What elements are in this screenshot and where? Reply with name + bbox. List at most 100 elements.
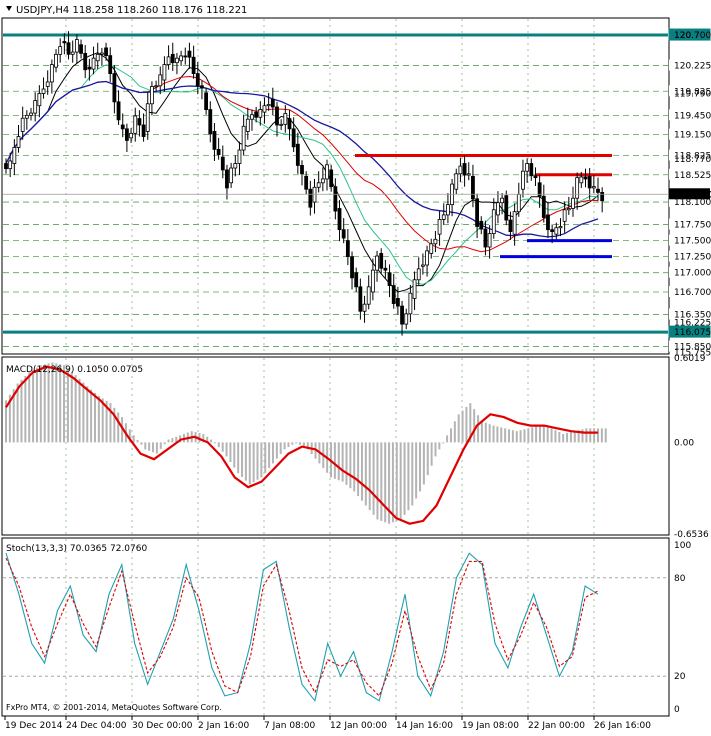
candle-body — [262, 105, 267, 113]
candle-body — [466, 173, 471, 176]
time-axis-label: 22 Jan 00:00 — [528, 721, 585, 731]
macd-histogram-bar — [496, 426, 499, 443]
candle-body — [325, 164, 329, 180]
candle-body — [237, 149, 242, 164]
stoch-main-line — [5, 552, 599, 703]
macd-histogram-bar — [360, 442, 363, 501]
macd-histogram-bar — [260, 442, 263, 478]
candle-body — [441, 214, 446, 220]
candle-body — [41, 88, 46, 94]
macd-histogram-bar — [376, 442, 379, 520]
macd-histogram-bar — [558, 432, 561, 443]
macd-histogram-bar — [70, 371, 73, 443]
candle-body — [195, 73, 200, 87]
price-scale-label: 119.825 — [674, 87, 711, 97]
macd-histogram-bar — [434, 442, 437, 457]
candle-body — [141, 124, 146, 137]
macd-histogram-bar — [523, 429, 526, 443]
macd-histogram-bar — [299, 442, 302, 445]
candle-body — [408, 292, 413, 315]
candle-body — [437, 218, 442, 235]
candle-body — [433, 238, 438, 245]
macd-label: MACD(12,26,9) 0.1050 0.0705 — [6, 365, 143, 375]
macd-histogram-bar — [144, 442, 147, 450]
price-edge-label: 120.7 — [674, 31, 700, 41]
candle-body — [491, 209, 496, 234]
stoch-scale-label: 0 — [674, 705, 680, 715]
price-scale-label: 117.250 — [674, 253, 711, 263]
candle-body — [504, 195, 509, 221]
macd-histogram-bar — [43, 364, 46, 443]
price-label-box — [669, 196, 710, 208]
macd-histogram-bar — [167, 439, 170, 443]
macd-histogram-bar — [35, 367, 38, 443]
price-label-box — [669, 218, 710, 230]
macd-signal-line — [5, 365, 598, 525]
candle-body — [125, 128, 129, 141]
candle-body — [120, 124, 125, 130]
macd-histogram-bar — [121, 417, 124, 443]
candle-body — [416, 268, 421, 281]
candle-body — [208, 109, 213, 135]
price-scale-label: 119.450 — [674, 111, 711, 121]
candle-body — [329, 169, 334, 188]
macd-histogram-bar — [566, 433, 569, 443]
macd-histogram-bar — [604, 428, 607, 443]
macd-histogram-bar — [136, 440, 139, 443]
candle-body — [200, 85, 204, 89]
macd-histogram-bar — [175, 436, 178, 443]
price-scale-label: 117.750 — [674, 221, 711, 231]
price-scale-label: 118.100 — [674, 198, 711, 208]
macd-histogram-bar — [210, 439, 213, 443]
candle-body — [366, 286, 371, 305]
macd-histogram-bar — [117, 412, 120, 443]
candle-body — [187, 50, 192, 58]
candle-body — [562, 209, 567, 222]
candle-body — [600, 192, 605, 202]
candle-body — [12, 147, 17, 164]
time-axis-label: 30 Dec 00:00 — [132, 721, 193, 731]
macd-histogram-bar — [341, 442, 344, 482]
macd-histogram-bar — [198, 433, 201, 443]
macd-histogram-bar — [515, 431, 518, 443]
candle-body — [529, 163, 534, 177]
candle-body — [550, 229, 555, 233]
candle-body — [291, 128, 296, 148]
macd-histogram-bar — [233, 442, 236, 468]
candle-body — [83, 52, 88, 71]
candle-body — [391, 285, 396, 304]
price-scale-label: 116.350 — [674, 310, 711, 320]
macd-histogram-bar — [271, 442, 274, 464]
candle-body — [229, 167, 234, 184]
macd-histogram-bar — [12, 389, 15, 443]
stoch-panel[interactable] — [1, 537, 670, 717]
candle-body — [287, 118, 292, 130]
candle-body — [487, 233, 492, 248]
macd-histogram-bar — [484, 422, 487, 443]
macd-histogram-bar — [140, 442, 143, 445]
candle-body — [66, 42, 71, 55]
macd-scale-label: 0.6019 — [674, 354, 706, 364]
macd-histogram-bar — [155, 442, 158, 454]
candle-body — [16, 136, 21, 148]
candle-body — [87, 66, 92, 70]
price-label-box — [669, 308, 710, 320]
price-label-box — [669, 250, 710, 262]
candle-body — [521, 170, 525, 190]
macd-histogram-bar — [600, 428, 603, 443]
candle-body — [74, 39, 79, 53]
macd-histogram-bar — [457, 414, 460, 443]
macd-histogram-bar — [546, 427, 549, 443]
candle-body — [471, 175, 475, 200]
candle-body — [500, 197, 505, 204]
collapse-triangle-icon[interactable] — [6, 6, 12, 11]
copyright-text: FxPro MT4, © 2001-2014, MetaQuotes Softw… — [6, 703, 222, 712]
macd-histogram-bar — [268, 442, 271, 469]
macd-histogram-bar — [221, 442, 224, 452]
macd-histogram-bar — [492, 425, 495, 443]
macd-histogram-bar — [353, 442, 356, 492]
macd-histogram-bar — [306, 442, 309, 450]
macd-histogram-bar — [287, 442, 290, 448]
